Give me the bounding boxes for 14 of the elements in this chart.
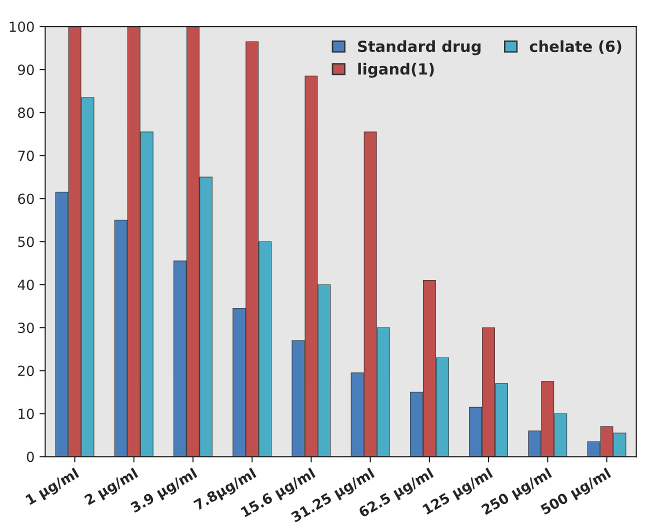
legend-label: chelate (6)	[530, 40, 622, 54]
y-tick-label: 70	[18, 150, 34, 162]
y-tick-label: 10	[18, 408, 34, 420]
y-tick-label: 0	[26, 452, 34, 462]
y-tick-label: 80	[18, 108, 34, 118]
legend-label: ligand(1)	[358, 62, 434, 78]
y-tick-label: 90	[18, 64, 34, 76]
y-tick-label: 40	[18, 280, 34, 290]
y-tick-label: 50	[18, 236, 34, 248]
y-tick-label: 60	[18, 194, 34, 204]
y-tick-label: 30	[18, 322, 34, 334]
legend-label: Standard drug	[358, 40, 480, 56]
y-tick-label: 100	[10, 22, 34, 32]
y-tick-label: 20	[18, 366, 34, 376]
